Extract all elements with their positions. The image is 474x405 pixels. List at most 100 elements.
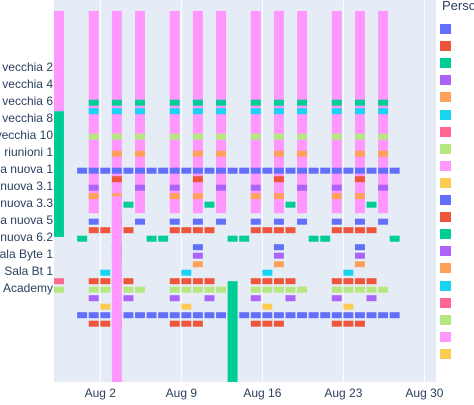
gantt-block: [54, 286, 64, 293]
gantt-block: [389, 312, 400, 319]
gantt-block: [123, 278, 134, 285]
gantt-block: [135, 99, 145, 106]
gantt-block: [320, 312, 331, 319]
gantt-block: [88, 193, 99, 200]
legend-swatch[interactable]: [440, 195, 451, 205]
gantt-block: [331, 278, 342, 285]
gantt-block: [331, 218, 342, 225]
gantt-block: [181, 278, 192, 285]
gantt-bar: [227, 281, 238, 382]
legend-swatch[interactable]: [440, 314, 451, 325]
x-tick-label: Aug 23: [324, 386, 362, 400]
y-tick-label: a nuova 5: [0, 213, 53, 227]
gantt-block: [343, 167, 354, 174]
legend-swatch[interactable]: [440, 280, 451, 291]
gantt-block: [77, 167, 88, 174]
gantt-block: [285, 227, 296, 234]
gantt-block: [273, 108, 284, 115]
gantt-block: [308, 235, 319, 242]
y-tick-label: ala Byte 1: [0, 247, 53, 261]
gantt-block: [169, 320, 180, 327]
gantt-block: [262, 286, 273, 293]
gantt-block: [239, 312, 250, 319]
gantt-block: [331, 295, 342, 302]
gantt-block: [111, 99, 122, 106]
y-tick-labels: vecchia 2 vecchia 4 vecchia 6 vecchia 8 vecc…: [0, 60, 53, 295]
gantt-block: [354, 227, 365, 234]
gantt-block: [250, 108, 261, 115]
legend-swatch[interactable]: [440, 126, 451, 137]
gantt-block: [88, 320, 99, 327]
legend-swatch[interactable]: [440, 160, 451, 171]
gantt-block: [297, 150, 308, 157]
gantt-block: [354, 99, 365, 106]
gantt-block: [378, 108, 389, 115]
gantt-block: [100, 227, 111, 234]
legend: Perso: [436, 0, 474, 405]
gantt-block: [308, 312, 319, 319]
gantt-block: [366, 167, 377, 174]
legend-swatch[interactable]: [440, 246, 451, 257]
legend-swatch[interactable]: [440, 143, 451, 154]
gantt-block: [273, 227, 284, 234]
gantt-block: [262, 227, 273, 234]
gantt-block: [250, 312, 261, 319]
gantt-block: [320, 167, 331, 174]
gantt-block: [169, 295, 180, 302]
gantt-block: [262, 303, 273, 310]
gantt-block: [273, 278, 284, 285]
gantt-block: [169, 108, 180, 115]
legend-swatch[interactable]: [440, 348, 451, 359]
gantt-block: [331, 167, 342, 174]
legend-swatch[interactable]: [440, 331, 451, 342]
y-tick-label: Sala Bt 1: [4, 264, 53, 278]
legend-swatch[interactable]: [440, 212, 451, 223]
gantt-block: [343, 286, 354, 293]
gantt-bar: [111, 196, 122, 382]
legend-swatch[interactable]: [440, 41, 451, 52]
legend-swatch[interactable]: [440, 263, 451, 274]
gantt-block: [262, 312, 273, 319]
gantt-block: [146, 235, 157, 242]
bars-layer: [54, 10, 400, 382]
gantt-block: [88, 312, 99, 319]
gantt-block: [354, 150, 365, 157]
gantt-block: [285, 312, 296, 319]
legend-swatch[interactable]: [440, 58, 451, 69]
gantt-block: [343, 320, 354, 327]
legend-swatch[interactable]: [440, 177, 451, 188]
legend-swatch[interactable]: [440, 75, 451, 86]
gantt-block: [192, 312, 203, 319]
y-tick-label: vecchia 6: [2, 94, 53, 108]
gantt-block: [123, 312, 134, 319]
gantt-block: [216, 218, 227, 225]
gantt-block: [169, 227, 180, 234]
gantt-block: [354, 261, 365, 268]
legend-swatch[interactable]: [440, 109, 451, 120]
gantt-block: [123, 295, 134, 302]
gantt-block: [262, 269, 273, 276]
x-tick-label: Aug 9: [166, 386, 198, 400]
x-tick-label: Aug 30: [405, 386, 443, 400]
gantt-block: [88, 278, 99, 285]
gantt-block: [378, 312, 389, 319]
gantt-block: [354, 167, 365, 174]
legend-swatch[interactable]: [440, 229, 451, 240]
gantt-block: [169, 286, 180, 293]
legend-swatch[interactable]: [440, 24, 451, 34]
gantt-block: [250, 286, 261, 293]
gantt-block: [297, 184, 308, 191]
gantt-block: [169, 218, 180, 225]
gantt-block: [169, 193, 180, 200]
gantt-block: [216, 286, 227, 293]
gantt-block: [354, 108, 365, 115]
gantt-block: [169, 278, 180, 285]
gantt-block: [54, 278, 64, 285]
gantt-block: [273, 218, 284, 225]
gantt-block: [204, 278, 215, 285]
y-tick-label: vecchia 2: [2, 60, 53, 74]
gantt-block: [204, 201, 215, 208]
legend-swatch[interactable]: [440, 92, 451, 103]
legend-swatch[interactable]: [440, 297, 451, 308]
